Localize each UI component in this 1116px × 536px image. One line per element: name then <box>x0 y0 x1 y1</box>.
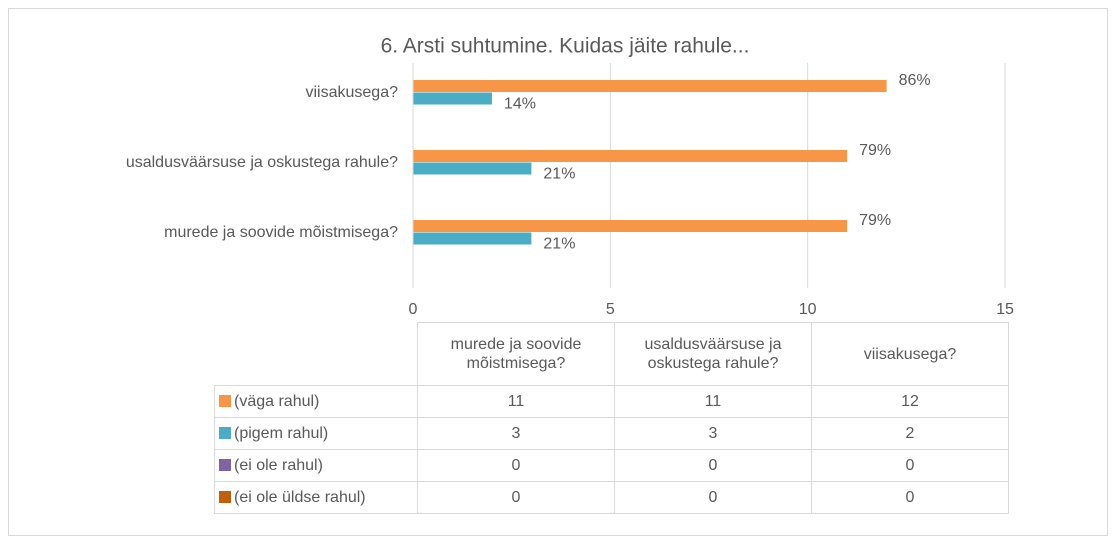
data-label: 21% <box>543 236 575 253</box>
table-cell: 0 <box>417 449 615 482</box>
bar <box>413 92 492 105</box>
table-cell: 11 <box>417 385 615 418</box>
x-tick-label: 0 <box>409 301 418 318</box>
legend-key <box>219 458 231 471</box>
data-label: 79% <box>859 142 891 159</box>
blank-cell <box>214 322 418 386</box>
table-header: murede ja soovide mõistmisega? <box>417 322 615 386</box>
legend-cell: (ei ole üldse rahul) <box>214 481 418 514</box>
legend-label: (ei ole rahul) <box>234 456 323 474</box>
data-label: 14% <box>504 96 536 113</box>
legend-key <box>219 426 231 439</box>
table-cell: 3 <box>417 417 615 450</box>
x-tick-label: 5 <box>606 301 615 318</box>
table-cell: 0 <box>811 481 1009 514</box>
legend-label: (pigem rahul) <box>234 424 329 442</box>
legend-label: (ei ole üldse rahul) <box>234 488 366 506</box>
chart-title: 6. Arsti suhtumine. Kuidas jäite rahule.… <box>381 35 750 58</box>
table-cell: 11 <box>614 385 812 418</box>
data-label: 86% <box>899 72 931 89</box>
table-header: viisakusega? <box>811 322 1009 386</box>
table-header: usaldusväärsuse ja oskustega rahule? <box>614 322 812 386</box>
bar <box>413 232 532 245</box>
data-label: 21% <box>543 166 575 183</box>
bar <box>413 220 848 232</box>
table-cell: 0 <box>614 449 812 482</box>
table-cell: 12 <box>811 385 1009 418</box>
legend-cell: (ei ole rahul) <box>214 449 418 482</box>
legend-key <box>219 490 231 503</box>
y-tick-label: viisakusega? <box>306 84 399 101</box>
table-cell: 0 <box>811 449 1009 482</box>
x-tick-label: 15 <box>996 301 1014 318</box>
legend-cell: (väga rahul) <box>214 385 418 418</box>
table-cell: 0 <box>417 481 615 514</box>
bar <box>413 80 887 92</box>
y-tick-label: usaldusväärsuse ja oskustega rahule? <box>126 154 398 171</box>
legend-key <box>219 394 231 407</box>
legend-label: (väga rahul) <box>234 392 320 410</box>
legend-cell: (pigem rahul) <box>214 417 418 450</box>
x-tick-label: 10 <box>799 301 817 318</box>
bar <box>413 162 532 175</box>
data-label: 79% <box>859 212 891 229</box>
table-cell: 0 <box>614 481 812 514</box>
y-tick-label: murede ja soovide mõistmisega? <box>164 224 398 241</box>
table-cell: 2 <box>811 417 1009 450</box>
table-cell: 3 <box>614 417 812 450</box>
bar <box>413 150 848 162</box>
data-table: murede ja soovide mõistmisega? usaldusvä… <box>214 322 1009 514</box>
